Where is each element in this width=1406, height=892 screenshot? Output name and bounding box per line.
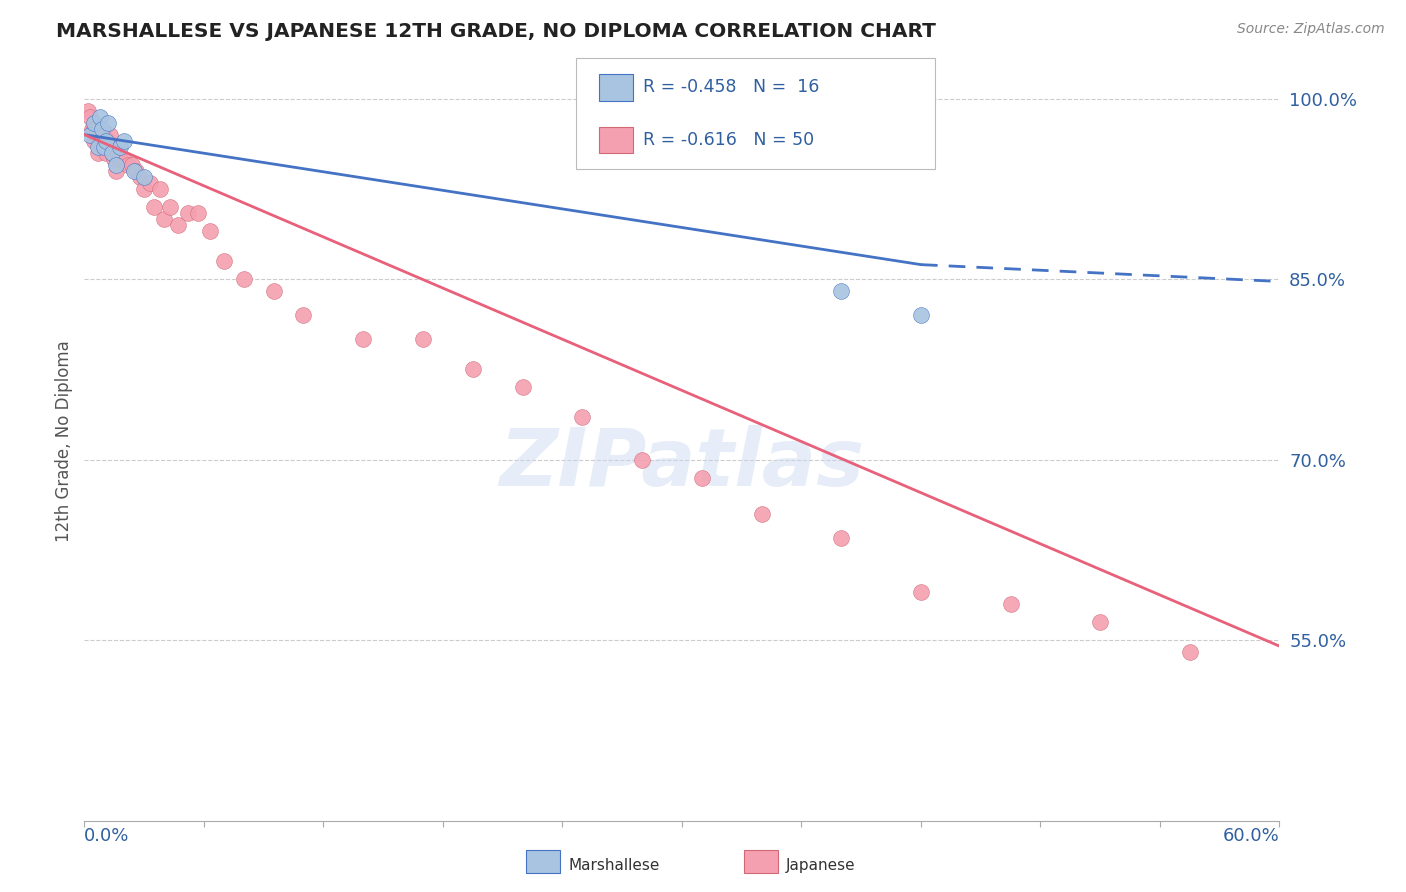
Point <box>212 254 235 268</box>
Point <box>910 308 932 322</box>
Text: ZIPatlas: ZIPatlas <box>499 425 865 503</box>
Point <box>1178 645 1201 659</box>
Point <box>89 110 111 124</box>
Text: 0.0%: 0.0% <box>84 827 129 845</box>
Point <box>87 145 110 160</box>
Y-axis label: 12th Grade, No Diploma: 12th Grade, No Diploma <box>55 341 73 542</box>
Point <box>107 145 129 160</box>
Point <box>86 121 108 136</box>
Point <box>149 182 172 196</box>
Point <box>690 470 713 484</box>
Point <box>77 103 100 118</box>
Point <box>110 139 132 153</box>
Point <box>117 158 139 172</box>
Point <box>412 332 434 346</box>
Point <box>97 115 120 129</box>
Point <box>83 115 105 129</box>
Point <box>110 152 132 166</box>
Text: R = -0.616   N = 50: R = -0.616 N = 50 <box>643 131 814 149</box>
Point <box>571 410 593 425</box>
Point <box>512 380 534 394</box>
Point <box>93 139 115 153</box>
Point <box>143 200 166 214</box>
Point <box>121 158 143 172</box>
Point <box>352 332 374 346</box>
Point <box>122 163 145 178</box>
Text: Marshallese: Marshallese <box>568 858 659 872</box>
Point <box>751 507 773 521</box>
Point <box>125 163 148 178</box>
Point <box>830 284 852 298</box>
Point <box>167 218 190 232</box>
Point <box>105 163 128 178</box>
Point <box>232 272 254 286</box>
Point <box>79 128 101 142</box>
Point <box>830 531 852 545</box>
Point <box>79 110 101 124</box>
Point <box>187 206 209 220</box>
Point <box>263 284 285 298</box>
Text: 60.0%: 60.0% <box>1223 827 1279 845</box>
Point <box>96 134 118 148</box>
Point <box>83 121 105 136</box>
Point <box>129 169 152 184</box>
Point <box>87 134 110 148</box>
Point <box>105 158 128 172</box>
Point <box>91 139 114 153</box>
Text: R = -0.458   N =  16: R = -0.458 N = 16 <box>643 78 818 96</box>
Point <box>87 139 110 153</box>
Point <box>1090 615 1112 629</box>
Point <box>98 128 121 142</box>
Point <box>89 128 111 142</box>
Point <box>82 121 104 136</box>
Point <box>292 308 315 322</box>
Point <box>101 145 124 160</box>
Point <box>139 176 162 190</box>
Point <box>112 152 135 166</box>
Point <box>153 211 176 226</box>
Point <box>461 362 484 376</box>
Point <box>83 134 105 148</box>
Point <box>96 145 118 160</box>
Text: Source: ZipAtlas.com: Source: ZipAtlas.com <box>1237 22 1385 37</box>
Point <box>103 152 125 166</box>
Point <box>910 585 932 599</box>
Point <box>91 121 114 136</box>
Point <box>631 452 654 467</box>
Point <box>198 224 221 238</box>
Point <box>112 134 135 148</box>
Text: Japanese: Japanese <box>786 858 856 872</box>
Point <box>93 128 115 142</box>
Point <box>1000 597 1022 611</box>
Point <box>159 200 181 214</box>
Point <box>177 206 200 220</box>
Point <box>97 134 120 148</box>
Text: MARSHALLESE VS JAPANESE 12TH GRADE, NO DIPLOMA CORRELATION CHART: MARSHALLESE VS JAPANESE 12TH GRADE, NO D… <box>56 22 936 41</box>
Point <box>132 182 156 196</box>
Point <box>132 169 156 184</box>
